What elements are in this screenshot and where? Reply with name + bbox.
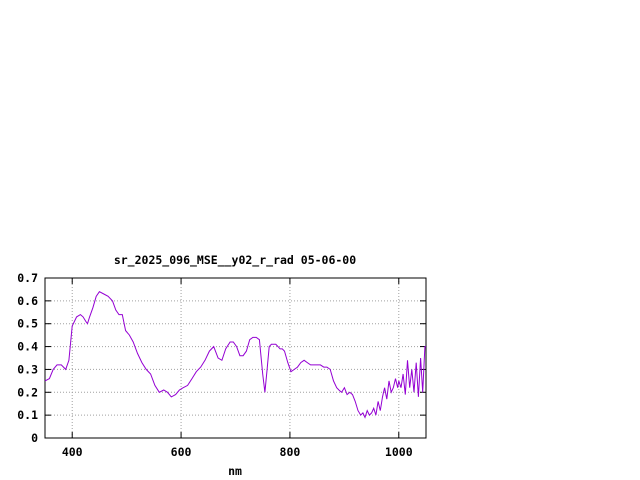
y-tick-label: 0.1 bbox=[17, 408, 38, 422]
series-layer bbox=[44, 291, 426, 419]
y-tick-label: 0 bbox=[31, 431, 38, 445]
x-tick-label: 400 bbox=[62, 445, 83, 459]
x-tick-label: 1000 bbox=[385, 445, 413, 459]
plot-frame bbox=[44, 277, 427, 439]
series-line bbox=[44, 291, 426, 419]
y-tick-label: 0.3 bbox=[17, 362, 38, 376]
y-tick-label: 0.4 bbox=[17, 340, 38, 354]
grid bbox=[45, 278, 426, 438]
y-tick-label: 0.2 bbox=[17, 385, 38, 399]
axis-ticks: 0 0.1 0.2 0.3 0.4 0.5 0.6 0.7 400 600 800 1000 bbox=[17, 271, 426, 459]
chart-title: sr_2025_096_MSE__y02_r_rad 05-06-00 bbox=[114, 253, 356, 268]
y-tick-label: 0.7 bbox=[17, 271, 38, 285]
y-tick-label: 0.6 bbox=[17, 294, 38, 308]
y-tick-label: 0.5 bbox=[17, 317, 38, 331]
x-tick-label: 600 bbox=[171, 445, 192, 459]
x-tick-label: 800 bbox=[280, 445, 301, 459]
x-axis-label: nm bbox=[228, 464, 242, 478]
